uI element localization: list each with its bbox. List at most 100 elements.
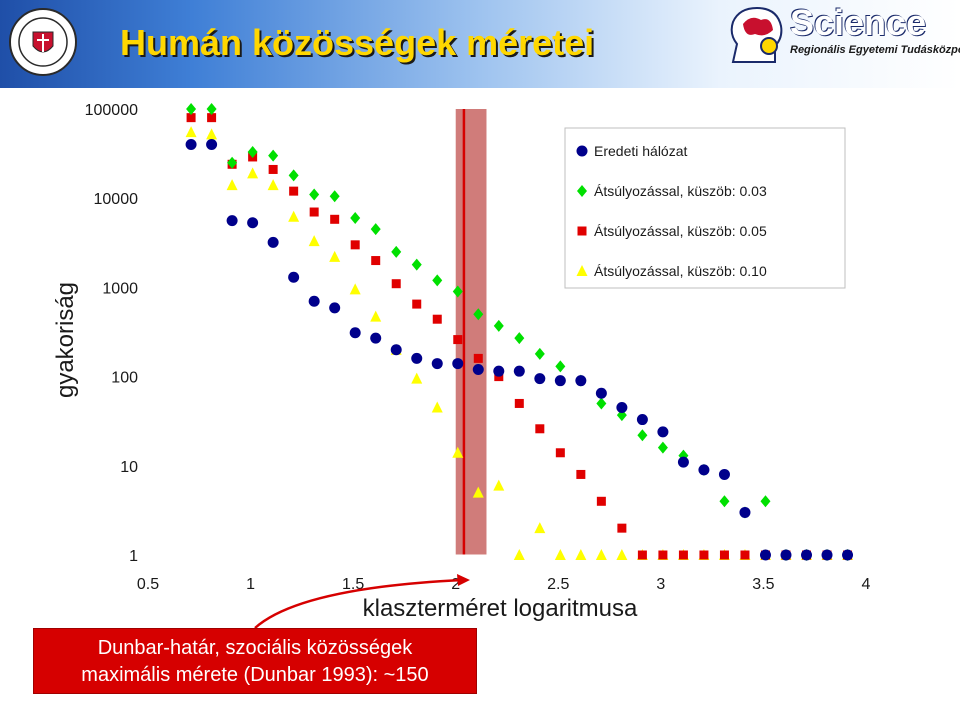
data-point (801, 549, 813, 561)
data-point (535, 424, 545, 434)
data-point (677, 456, 689, 468)
data-point (740, 550, 750, 560)
data-point (186, 103, 197, 115)
data-point (759, 549, 771, 561)
data-point (247, 217, 259, 229)
data-point (452, 358, 464, 370)
data-point (493, 319, 504, 332)
dunbar-callout: Dunbar-határ, szociális közösségek maxim… (33, 628, 477, 694)
legend-box (564, 127, 846, 289)
legend: Eredeti hálózat Átsúlyozással, küszöb: 0.… (564, 127, 846, 289)
data-point (431, 358, 443, 370)
brain-head-icon (730, 6, 783, 63)
callout-line-1: Dunbar-határ, szociális közösségek (97, 637, 413, 659)
y-tick-label: 100 (111, 370, 138, 387)
data-point (330, 214, 340, 224)
data-point (268, 149, 279, 162)
legend-label: Átsúlyozással, küszöb: 0.05 (594, 223, 767, 239)
data-point (514, 332, 525, 345)
data-point (186, 113, 196, 123)
data-point (411, 352, 423, 364)
data-point (719, 495, 730, 508)
data-point (493, 479, 505, 491)
data-point (760, 495, 771, 508)
y-tick-label: 100000 (85, 102, 138, 119)
slide-header: Humán közösségek méretei Science Regioná… (0, 0, 960, 88)
x-tick-label: 3.5 (752, 576, 774, 593)
data-point (391, 279, 401, 289)
data-point (207, 113, 217, 123)
x-axis-label: klaszterméret logaritmusa (363, 595, 638, 622)
data-point (493, 365, 505, 377)
legend-label: Átsúlyozással, küszöb: 0.10 (594, 263, 767, 279)
legend-marker (576, 265, 588, 276)
data-point (370, 223, 381, 236)
data-point (206, 138, 218, 150)
data-point (555, 448, 565, 458)
data-point (288, 271, 300, 283)
y-tick-label: 10000 (94, 191, 139, 208)
data-point (329, 250, 341, 262)
data-point (658, 550, 668, 560)
data-point (247, 167, 259, 179)
data-point (657, 441, 668, 454)
data-point (821, 549, 833, 561)
x-tick-label: 2.5 (547, 576, 569, 593)
legend-label: Átsúlyozással, küszöb: 0.03 (594, 183, 767, 199)
data-point (432, 314, 442, 324)
data-point (472, 486, 484, 498)
legend-marker (577, 185, 587, 197)
data-point (309, 188, 320, 201)
legend-marker (577, 226, 587, 236)
data-point (595, 387, 607, 399)
x-tick-labels: 0.5 1 1.5 2 2.5 3 3.5 4 (137, 576, 871, 593)
data-point (616, 549, 628, 560)
data-point (309, 207, 319, 217)
x-tick-label: 3 (656, 576, 665, 593)
data-point (308, 235, 320, 247)
data-point (206, 103, 217, 115)
data-point (329, 190, 340, 203)
data-point (267, 236, 279, 248)
callout-arrowhead (457, 574, 470, 586)
data-point (576, 469, 586, 479)
data-point (575, 549, 587, 560)
legend-marker (576, 145, 588, 157)
data-point (636, 414, 648, 426)
data-point (472, 364, 484, 376)
data-point (431, 401, 443, 413)
logo-subtitle: Regionális Egyetemi Tudásközpont (790, 44, 960, 56)
y-tick-label: 10 (120, 459, 138, 476)
data-point (534, 522, 546, 534)
data-point (329, 302, 341, 314)
data-point (513, 365, 525, 377)
data-point (678, 550, 688, 560)
data-point (739, 506, 751, 518)
x-tick-label: 4 (862, 576, 871, 593)
data-point (657, 426, 669, 438)
data-point (370, 310, 382, 322)
legend-label: Eredeti hálózat (594, 143, 688, 159)
data-point (617, 523, 627, 533)
data-point (452, 446, 464, 458)
data-point (554, 549, 566, 560)
data-point (637, 550, 647, 560)
y-axis-label: gyakoriság (52, 282, 79, 398)
data-point (350, 240, 360, 250)
slide-title: Humán közösségek méretei (120, 22, 595, 63)
data-point (288, 210, 300, 222)
university-seal (8, 6, 78, 83)
data-point (268, 164, 278, 174)
data-point (699, 550, 709, 560)
data-point (185, 126, 197, 138)
series-circle (185, 138, 854, 561)
callout-arrow (254, 578, 463, 629)
data-point (390, 344, 402, 356)
data-point (452, 285, 463, 298)
data-point (206, 128, 218, 140)
data-point (534, 347, 545, 360)
data-point (411, 258, 422, 271)
data-point (453, 335, 463, 345)
data-point (289, 186, 299, 196)
y-tick-labels: 100000 10000 1000 100 10 1 (85, 102, 138, 565)
